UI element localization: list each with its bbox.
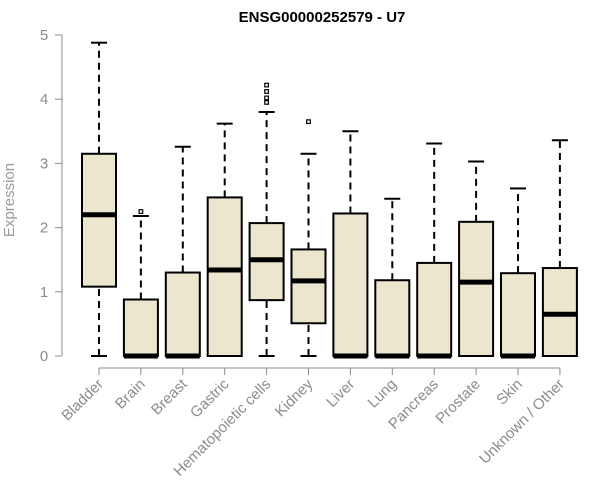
box-kidney — [290, 119, 327, 357]
y-tick-label: 2 — [40, 220, 48, 237]
box-gastric — [206, 122, 243, 357]
box-body — [458, 220, 495, 357]
x-tick-label: Prostate — [432, 376, 484, 428]
x-tick-label: Bladder — [58, 376, 107, 425]
box-body — [206, 196, 243, 357]
x-tick-label: Brain — [112, 376, 149, 413]
x-tick-label: Breast — [148, 375, 191, 418]
outlier-point — [264, 100, 269, 105]
box-liver — [332, 130, 369, 359]
box-body — [332, 212, 369, 357]
box-prostate — [458, 160, 495, 357]
box-breast — [164, 145, 201, 359]
box-body — [374, 279, 411, 357]
y-tick-label: 1 — [40, 284, 48, 301]
x-tick-label: Lung — [365, 376, 401, 412]
box-body — [416, 261, 453, 357]
outlier-point — [264, 82, 269, 88]
box-body — [164, 271, 201, 358]
x-tick-label: Liver — [323, 376, 358, 411]
x-tick-label: Kidney — [272, 375, 317, 420]
y-tick-label: 5 — [40, 27, 48, 44]
y-tick-label: 0 — [40, 348, 48, 365]
y-tick-label: 3 — [40, 155, 48, 172]
outlier-point — [138, 209, 144, 214]
y-axis: 0 1 2 3 4 5 — [40, 27, 63, 365]
box-bladder — [81, 41, 117, 357]
chart-title: ENSG00000252579 - U7 — [239, 9, 406, 26]
x-tick-label: Skin — [493, 376, 526, 409]
box-body — [500, 272, 536, 358]
box-lung — [374, 197, 411, 359]
y-tick-label: 4 — [40, 91, 48, 108]
box-hematopoietic-cells — [248, 82, 285, 357]
outlier-point — [264, 95, 269, 101]
box-body — [290, 248, 327, 325]
box-body — [122, 298, 159, 357]
outlier-point — [264, 89, 269, 94]
boxes-group — [81, 41, 578, 359]
outlier-point — [306, 119, 311, 125]
box-unknown-other — [541, 139, 578, 357]
box-brain — [122, 209, 159, 359]
box-skin — [500, 187, 536, 359]
box-body — [81, 152, 117, 288]
y-axis-label: Expression — [1, 163, 18, 237]
box-pancreas — [416, 142, 453, 359]
